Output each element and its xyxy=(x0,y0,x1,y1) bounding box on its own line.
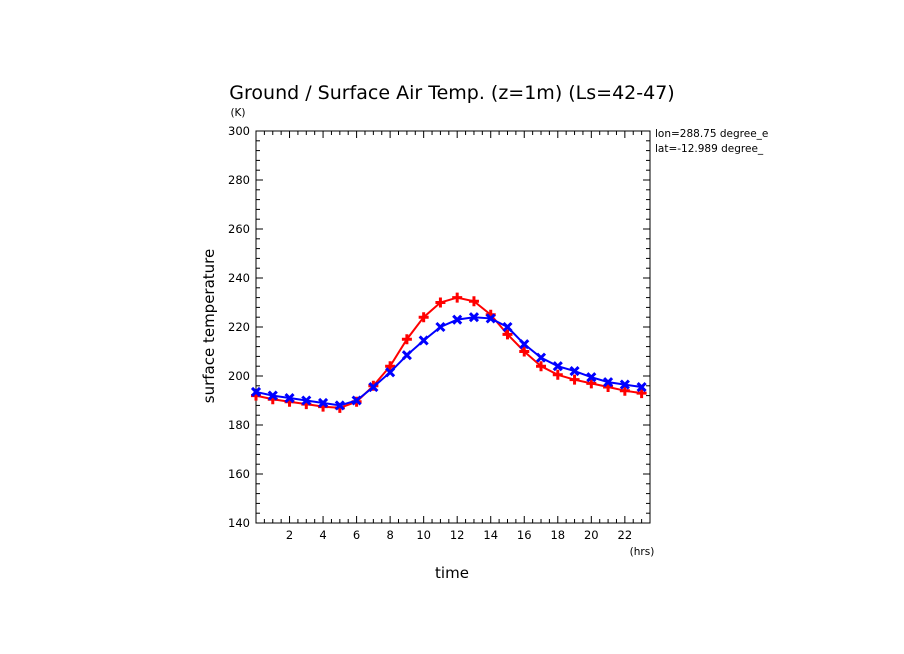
y-tick-label: 220 xyxy=(228,320,250,334)
x-axis-unit: (hrs) xyxy=(630,546,655,558)
series-1-point xyxy=(452,292,463,303)
series-2-point xyxy=(603,377,614,388)
series-2-point xyxy=(334,400,345,411)
y-tick-label: 240 xyxy=(228,271,250,285)
series-1-point xyxy=(636,388,647,399)
series-2-point xyxy=(586,372,597,383)
series-2-point xyxy=(267,390,278,401)
y-axis-unit: (K) xyxy=(230,107,245,119)
x-tick-label: 2 xyxy=(286,528,293,542)
series-2-point xyxy=(435,321,446,333)
x-tick-label: 20 xyxy=(584,528,599,542)
x-tick-label: 16 xyxy=(517,528,532,542)
series-1-point xyxy=(435,297,446,308)
series-1-point xyxy=(468,296,479,307)
series-2-point xyxy=(569,366,580,377)
series-1-point xyxy=(519,346,530,357)
series-1-point xyxy=(569,374,580,385)
series-2-point xyxy=(385,367,396,378)
series-2-point xyxy=(535,352,547,363)
series-1-point xyxy=(536,361,547,372)
series-1-point xyxy=(385,361,396,372)
series-1-point xyxy=(586,378,597,389)
annotation-lon: lon=288.75 degree_e xyxy=(655,128,768,140)
series-2-point xyxy=(418,335,429,346)
plot-frame xyxy=(255,130,651,524)
series-2-point xyxy=(468,312,480,323)
y-axis-label: surface temperature xyxy=(200,249,218,404)
series-1-point xyxy=(552,369,563,380)
series-2-point xyxy=(301,395,312,406)
series-2-point xyxy=(619,379,630,390)
series-2-point xyxy=(636,381,647,393)
series-1-line xyxy=(255,296,642,409)
x-tick-label: 4 xyxy=(319,528,326,542)
series-1-point xyxy=(401,334,412,345)
x-tick-label: 18 xyxy=(550,528,565,542)
series-2-point xyxy=(519,339,530,350)
y-tick-label: 280 xyxy=(228,173,250,187)
series-2-point xyxy=(401,350,412,361)
y-tick-label: 160 xyxy=(228,467,250,481)
series-2-point xyxy=(318,397,329,409)
x-axis-label: time xyxy=(435,564,469,582)
series-2-point xyxy=(452,314,463,325)
series-2-point xyxy=(351,395,362,406)
x-tick-label: 12 xyxy=(450,528,465,542)
series-2-point xyxy=(250,386,262,397)
series-2-point xyxy=(368,381,379,393)
x-tick-label: 10 xyxy=(416,528,431,542)
y-tick-label: 140 xyxy=(228,516,250,530)
series-2-point xyxy=(284,392,295,404)
chart-title: Ground / Surface Air Temp. (z=1m) (Ls=42… xyxy=(229,82,674,104)
x-tick-label: 22 xyxy=(618,528,633,542)
y-tick-label: 260 xyxy=(228,222,250,236)
annotation-lat: lat=-12.989 degree_ xyxy=(655,143,764,155)
series-2-point xyxy=(502,321,513,333)
series-2-line xyxy=(255,316,642,407)
series-1-point xyxy=(619,385,630,396)
series-2-point xyxy=(552,361,563,372)
x-tick-label: 14 xyxy=(483,528,498,542)
series-1-point xyxy=(418,312,429,323)
y-tick-label: 180 xyxy=(228,418,250,432)
series-1-point xyxy=(502,329,513,340)
series-2-point xyxy=(485,313,496,324)
x-tick-label: 6 xyxy=(353,528,360,542)
x-tick-label: 8 xyxy=(386,528,393,542)
y-tick-label: 300 xyxy=(228,124,250,138)
y-tick-label: 200 xyxy=(228,369,250,383)
